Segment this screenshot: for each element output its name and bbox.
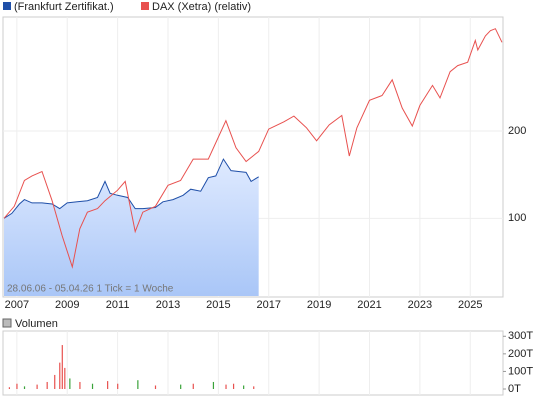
x-tick-label: 2017 bbox=[257, 299, 281, 311]
y-tick-label: 100T bbox=[508, 365, 533, 377]
volume-bar bbox=[192, 383, 194, 389]
x-tick-label: 2013 bbox=[156, 299, 180, 311]
x-tick-label: 2021 bbox=[357, 299, 381, 311]
x-tick-label: 2019 bbox=[307, 299, 331, 311]
volume-bar bbox=[46, 381, 48, 389]
legend-label: Volumen bbox=[15, 318, 58, 330]
line bbox=[3, 158, 259, 219]
legend-swatch bbox=[3, 2, 11, 10]
volume-bar bbox=[117, 383, 119, 389]
plot-frame bbox=[2, 16, 504, 298]
x-tick-label: 2023 bbox=[408, 299, 432, 311]
legend-label: DAX (Xetra) (relativ) bbox=[152, 1, 251, 13]
volume-bar bbox=[36, 384, 38, 389]
volume-bar bbox=[61, 345, 63, 389]
x-tick-label: 2011 bbox=[106, 299, 130, 311]
volume-bar bbox=[253, 386, 255, 389]
volume-bar bbox=[225, 384, 227, 389]
annotation: 28.06.06 - 05.04.26 1 Tick = 1 Woche bbox=[7, 284, 174, 295]
legend-swatch bbox=[141, 2, 149, 10]
volume-bar bbox=[16, 383, 18, 389]
y-tick-label: 300T bbox=[508, 330, 533, 342]
volume-bar bbox=[23, 386, 26, 389]
y-tick-label: 0T bbox=[508, 383, 521, 395]
volume-frame bbox=[2, 330, 504, 396]
volume-bar bbox=[243, 385, 245, 389]
legend-label: (Frankfurt Zertifikat.) bbox=[14, 1, 114, 13]
y-tick-label: 200T bbox=[508, 348, 533, 360]
x-tick-label: 2009 bbox=[55, 299, 79, 311]
x-tick-label: 2007 bbox=[5, 299, 29, 311]
y-tick-label: 100 bbox=[508, 212, 526, 224]
volume-bar bbox=[180, 384, 182, 389]
volume-bar bbox=[232, 383, 235, 389]
volume-bar bbox=[212, 381, 215, 389]
line bbox=[3, 28, 503, 269]
x-tick-label: 2025 bbox=[458, 299, 482, 311]
volume-bar bbox=[137, 380, 139, 389]
volume-bar bbox=[8, 387, 10, 389]
volume-bar bbox=[91, 383, 94, 389]
y-tick-label: 200 bbox=[508, 125, 526, 137]
legend-swatch bbox=[2, 318, 12, 328]
x-tick-label: 2015 bbox=[206, 299, 230, 311]
volume-bar bbox=[59, 362, 61, 389]
volume-bar bbox=[107, 381, 109, 389]
volume-bar bbox=[69, 378, 71, 389]
area bbox=[4, 159, 259, 296]
volume-bar bbox=[64, 367, 66, 389]
volume-bar bbox=[154, 385, 157, 389]
volume-bar bbox=[54, 374, 56, 389]
volume-bar bbox=[79, 381, 81, 389]
